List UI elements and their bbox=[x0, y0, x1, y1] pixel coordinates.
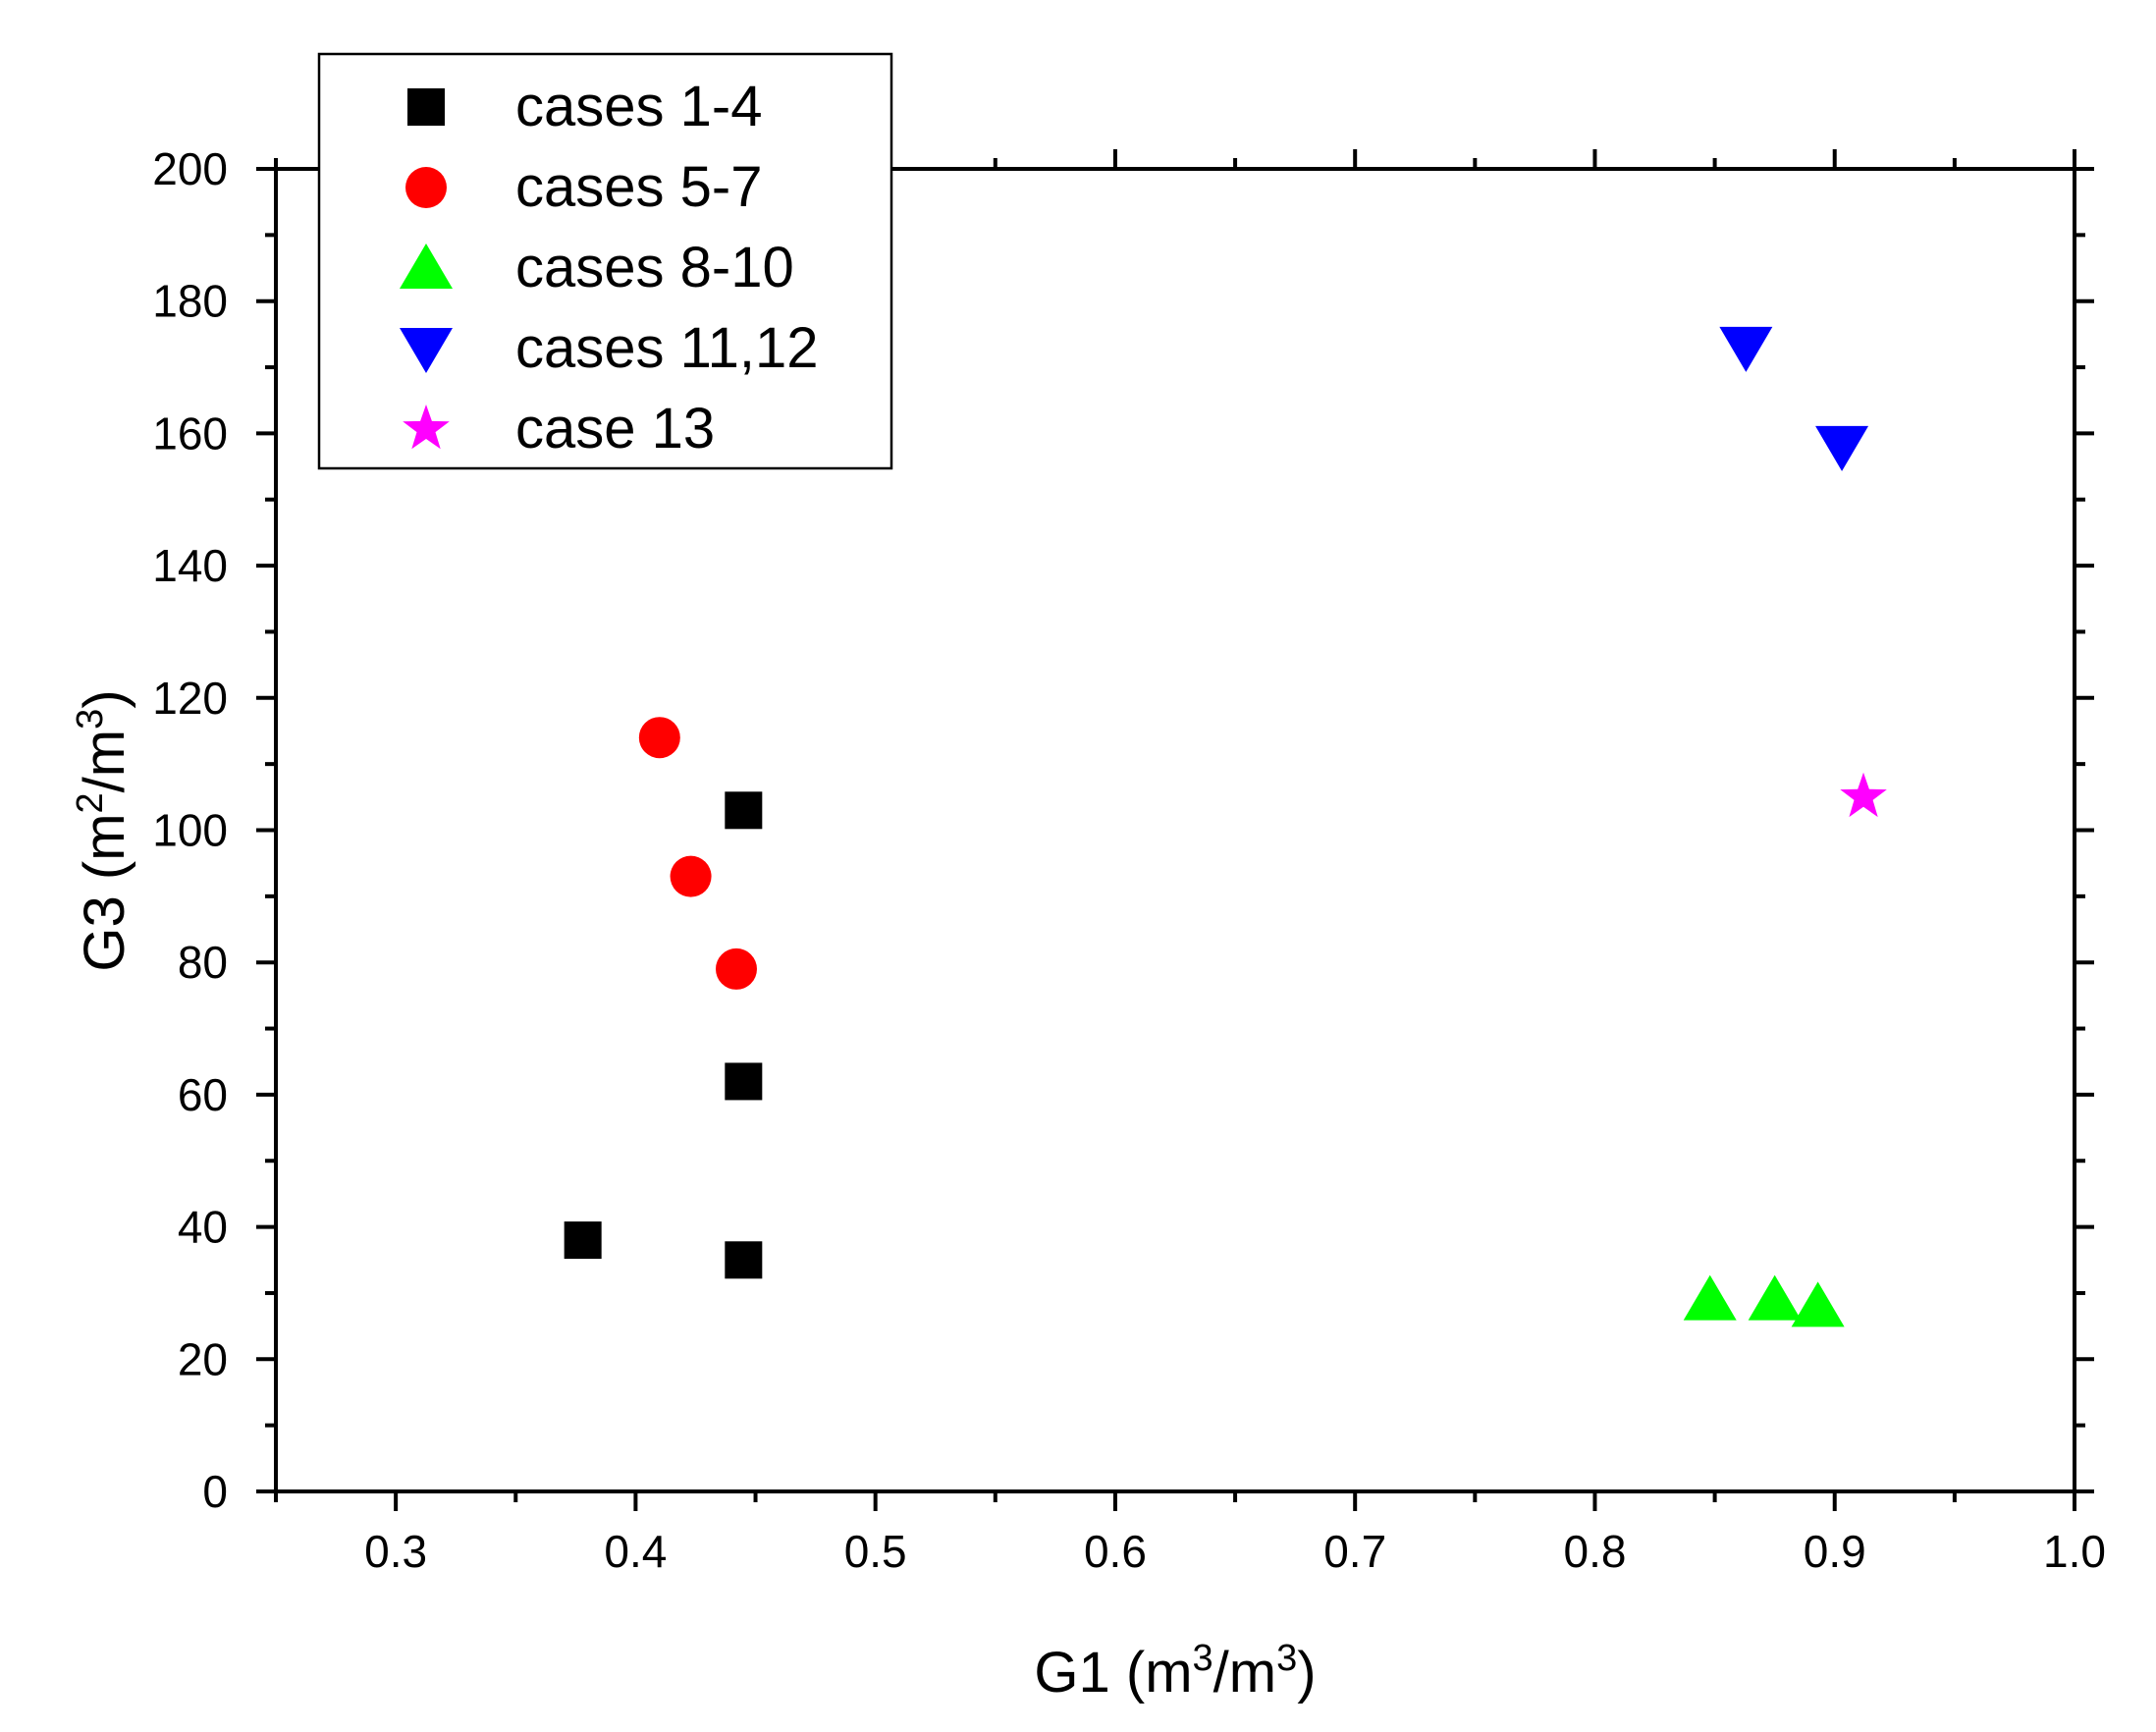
data-point-circle bbox=[715, 947, 757, 990]
data-point-star bbox=[1840, 772, 1887, 818]
x-tick-label: 0.4 bbox=[604, 1526, 667, 1577]
y-tick-label: 120 bbox=[152, 673, 228, 724]
legend-marker-triangle-up bbox=[400, 244, 453, 289]
y-tick-labels: 0 20 40 60 80 100 120 140 160 180 200 bbox=[152, 143, 228, 1517]
x-tick-label: 0.7 bbox=[1323, 1526, 1386, 1577]
y-tick-label: 140 bbox=[152, 540, 228, 591]
y-tick-label: 20 bbox=[178, 1333, 228, 1384]
data-point-triangle-up bbox=[1683, 1274, 1737, 1321]
legend-label-cases-1-4: cases 1-4 bbox=[515, 75, 762, 138]
x-tick-label: 1.0 bbox=[2043, 1526, 2106, 1577]
data-point-circle bbox=[670, 855, 712, 897]
x-tick-label: 0.3 bbox=[364, 1526, 427, 1577]
y-tick-label: 80 bbox=[178, 937, 228, 988]
data-point-square bbox=[564, 1221, 602, 1260]
y-axis-title: G3 (m2/m3) bbox=[70, 689, 136, 971]
legend-label-cases-8-10: cases 8-10 bbox=[515, 236, 794, 299]
plot-frame bbox=[274, 167, 2076, 1493]
x-tick-label: 0.8 bbox=[1563, 1526, 1626, 1577]
data-point-triangle-down bbox=[1815, 425, 1869, 471]
legend-label-cases-5-7: cases 5-7 bbox=[515, 155, 762, 219]
data-point-triangle-up bbox=[1791, 1281, 1845, 1327]
y-tick-label: 0 bbox=[202, 1466, 228, 1517]
legend: cases 1-4 cases 5-7 cases 8-10 cases 11,… bbox=[317, 52, 893, 470]
y-tick-label: 160 bbox=[152, 407, 228, 459]
x-axis-title: G1 (m3/m3) bbox=[1034, 1638, 1316, 1705]
y-tick-label: 40 bbox=[178, 1202, 228, 1253]
legend-markers bbox=[400, 88, 453, 450]
data-point-triangle-down bbox=[1719, 326, 1773, 372]
legend-marker-triangle-down bbox=[400, 328, 453, 373]
x-tick-label: 0.9 bbox=[1804, 1526, 1866, 1577]
legend-marker-star bbox=[403, 405, 450, 450]
y-tick-label: 180 bbox=[152, 276, 228, 327]
y-tick-label: 60 bbox=[178, 1069, 228, 1120]
legend-marker-circle bbox=[405, 167, 447, 208]
data-point-square bbox=[725, 791, 763, 830]
data-points bbox=[564, 326, 1887, 1327]
x-tick-label: 0.5 bbox=[844, 1526, 907, 1577]
x-tick-label: 0.6 bbox=[1084, 1526, 1147, 1577]
data-point-triangle-up bbox=[1748, 1274, 1802, 1321]
data-point-circle bbox=[638, 717, 680, 759]
legend-label-cases-11-12: cases 11,12 bbox=[515, 316, 818, 380]
legend-marker-square bbox=[407, 88, 445, 126]
legend-label-case-13: case 13 bbox=[515, 397, 715, 460]
data-point-square bbox=[725, 1241, 763, 1279]
y-tick-label: 100 bbox=[152, 805, 228, 856]
data-point-square bbox=[725, 1062, 763, 1101]
y-tick-label: 200 bbox=[152, 143, 228, 194]
x-tick-labels: 0.3 0.4 0.5 0.6 0.7 0.8 0.9 1.0 bbox=[364, 1526, 2106, 1577]
